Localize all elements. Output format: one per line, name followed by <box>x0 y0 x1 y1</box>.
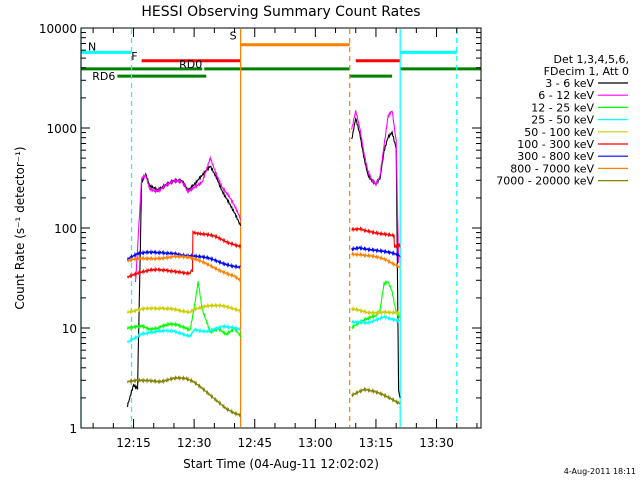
series-6-line-1 <box>351 244 401 258</box>
series-5-line-0 <box>126 230 242 280</box>
series-7-line-0 <box>126 253 242 283</box>
series-4-line-1 <box>351 305 401 316</box>
y-axis: 1 10 100 1000 10000 <box>39 22 481 436</box>
legend-label-8: 7000 - 20000 keV <box>496 175 594 188</box>
x-tick-label-5: 13:30 <box>419 436 454 450</box>
x-axis: 12:15 12:30 12:45 13:00 13:15 13:30 <box>92 28 478 450</box>
legend-header-0: Det 1,3,4,5,6, <box>553 53 629 66</box>
legend: Det 1,3,4,5,6,FDecim 1, Att 03 - 6 keV6 … <box>496 53 629 188</box>
state-label-n: N <box>88 40 96 53</box>
state-label-rd6: RD6 <box>92 70 115 83</box>
state-transition-layer <box>80 29 458 427</box>
x-tick-label-1: 12:30 <box>177 436 212 450</box>
series-1-line-1 <box>351 110 400 263</box>
series-8-line-1 <box>351 386 401 406</box>
series-3-line-0 <box>126 323 241 345</box>
x-tick-label-0: 12:15 <box>116 436 151 450</box>
series-3-line-1 <box>351 314 401 326</box>
y-tick-label-0: 1 <box>69 422 77 436</box>
chart-title: HESSI Observing Summary Count Rates <box>141 4 420 20</box>
legend-label-0: 3 - 6 keV <box>545 77 594 90</box>
series-8-line-0 <box>126 374 242 418</box>
y-tick-label-1: 10 <box>62 322 77 336</box>
series-7-line-1 <box>351 251 401 269</box>
series-1-line-0 <box>134 155 242 283</box>
legend-label-5: 100 - 300 keV <box>517 138 594 151</box>
legend-label-1: 6 - 12 keV <box>538 89 594 102</box>
series-layer <box>126 110 401 418</box>
series-4-line-0 <box>126 302 241 315</box>
y-axis-label: Count Rate (s⁻¹ detector⁻¹) <box>13 146 27 309</box>
state-label-s: S <box>230 30 237 43</box>
x-tick-label-3: 13:00 <box>298 436 333 450</box>
state-bars-layer: N S F RD0 RD6 <box>81 30 481 83</box>
series-0-line-0 <box>126 165 242 408</box>
state-label-f: F <box>131 50 137 63</box>
legend-label-6: 300 - 800 keV <box>517 150 594 163</box>
legend-label-2: 12 - 25 keV <box>531 101 594 114</box>
x-axis-label: Start Time (04-Aug-11 12:02:02) <box>183 457 379 471</box>
y-tick-label-3: 1000 <box>46 122 77 136</box>
legend-label-4: 50 - 100 keV <box>524 126 594 139</box>
legend-label-7: 800 - 7000 keV <box>510 162 594 175</box>
state-label-rd0: RD0 <box>179 58 202 71</box>
y-tick-label-2: 100 <box>54 222 77 236</box>
legend-header-1: FDecim 1, Att 0 <box>544 65 629 78</box>
y-tick-label-4: 10000 <box>39 22 77 36</box>
series-2-line-0 <box>126 281 242 338</box>
legend-label-3: 25 - 50 keV <box>531 114 594 127</box>
x-tick-label-2: 12:45 <box>237 436 272 450</box>
x-tick-label-4: 13:15 <box>359 436 394 450</box>
series-5-line-1 <box>351 226 401 249</box>
timestamp: 4-Aug-2011 18:11 <box>564 467 636 476</box>
